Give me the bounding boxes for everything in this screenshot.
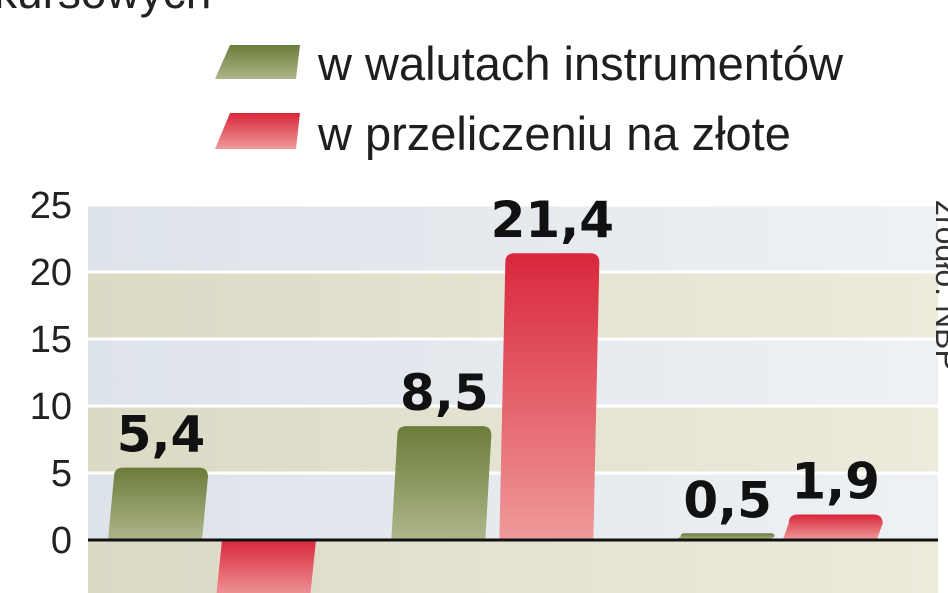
bar-red bbox=[499, 253, 600, 541]
legend-item-series-2: w przeliczeniu na złote bbox=[215, 107, 791, 160]
value-labels: 5,4 8,5 21,4 0,5 1,9 bbox=[117, 191, 880, 529]
legend: w walutach instrumentów w przeliczeniu n… bbox=[215, 37, 844, 160]
y-tick-label: 20 bbox=[30, 252, 72, 294]
bars bbox=[108, 253, 883, 593]
y-axis-ticks: 25 20 15 10 5 0 bbox=[30, 185, 72, 562]
value-label-green: 5,4 bbox=[117, 406, 206, 464]
bar-green bbox=[674, 533, 775, 540]
y-tick-label: 25 bbox=[30, 185, 72, 227]
value-label-red: 21,4 bbox=[491, 191, 614, 249]
bar-red bbox=[782, 514, 883, 540]
y-tick-label: 0 bbox=[51, 520, 72, 562]
bar-green bbox=[391, 426, 492, 540]
bar-green bbox=[108, 467, 208, 540]
plot-band bbox=[88, 540, 938, 593]
value-label-green: 8,5 bbox=[400, 364, 489, 422]
source-note: źródło: NBP bbox=[929, 200, 948, 371]
chart-title: kursowych bbox=[0, 0, 211, 18]
value-label-red: 1,9 bbox=[791, 453, 880, 511]
y-tick-label: 15 bbox=[30, 319, 72, 361]
value-label-green: 0,5 bbox=[683, 471, 772, 529]
legend-item-series-1: w walutach instrumentów bbox=[215, 37, 844, 90]
bar-red bbox=[216, 540, 316, 593]
legend-label-series-1: w walutach instrumentów bbox=[317, 37, 844, 90]
legend-swatch-red bbox=[215, 113, 300, 149]
y-tick-label: 10 bbox=[30, 386, 72, 428]
y-tick-label: 5 bbox=[51, 453, 72, 495]
legend-label-series-2: w przeliczeniu na złote bbox=[317, 107, 791, 160]
legend-swatch-green bbox=[215, 45, 300, 79]
